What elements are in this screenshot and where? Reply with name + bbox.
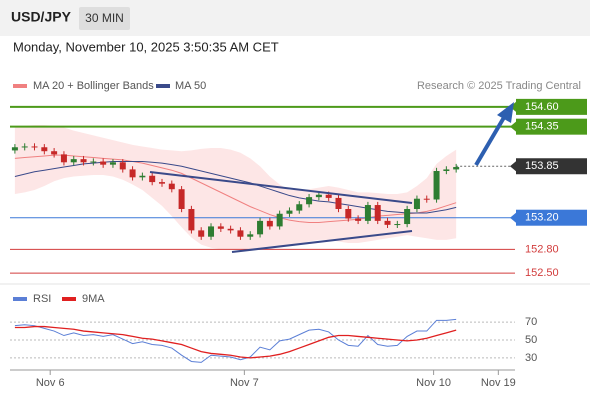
candle-body (21, 146, 28, 148)
candle-body (198, 230, 205, 237)
candle-body (266, 220, 273, 227)
candle-body (423, 198, 430, 200)
datetime: Monday, November 10, 2025 3:50:35 AM CET (13, 39, 279, 54)
candle-body (443, 169, 450, 171)
candle-body (119, 162, 126, 170)
candle-body (374, 205, 381, 221)
x-tick-label: Nov 7 (230, 377, 259, 389)
level-label-box (516, 98, 587, 115)
candle-body (70, 159, 77, 163)
candle-body (208, 226, 215, 237)
level-label-box (516, 158, 587, 175)
candle-body (345, 209, 352, 219)
level-label: 153.85 (525, 160, 559, 172)
legend-swatch (13, 84, 27, 88)
arrow-shaft (474, 112, 508, 167)
level-label: 152.50 (525, 267, 559, 279)
rsi-line (14, 318, 457, 363)
plot: 154.60 154.35 153.85 153.20 152.80 152.50 Nov … (10, 98, 587, 389)
level-label-pointer (510, 161, 516, 172)
timeframe: 30 MIN (85, 11, 124, 25)
candle-body (394, 224, 401, 226)
symbol: USD/JPY (11, 9, 72, 25)
level-label-pointer (510, 212, 516, 223)
candle-body (453, 167, 460, 170)
candle-body (51, 151, 58, 155)
bollinger-band (14, 125, 457, 250)
candle-body (355, 218, 362, 221)
candle-body (188, 209, 195, 231)
level-label: 152.80 (525, 243, 559, 255)
legend-label: 9MA (82, 293, 105, 305)
timeframe-box (79, 7, 130, 30)
arrow-head (497, 102, 514, 123)
y-tick-label: 30 (525, 352, 537, 364)
candle-body (100, 161, 107, 165)
candle-body (433, 171, 440, 200)
trend-line (231, 230, 413, 253)
level-label: 154.60 (525, 101, 559, 113)
candle-body (129, 169, 136, 178)
level-label-box (516, 209, 587, 226)
candle-body (286, 210, 293, 214)
level-label: 154.35 (525, 121, 559, 133)
x-tick-label: Nov 19 (481, 377, 516, 389)
candle-body (139, 175, 146, 178)
candle-body (335, 197, 342, 209)
candle-body (217, 226, 224, 229)
ma20-line (14, 154, 457, 223)
legend-label: MA 20 + Bollinger Bands (33, 80, 154, 92)
ma50-line (14, 161, 457, 214)
candle-body (364, 205, 371, 221)
candle-body (325, 194, 332, 198)
candle-body (257, 220, 264, 235)
candle-body (80, 159, 87, 163)
x-tick-label: Nov 10 (416, 377, 451, 389)
candle-body (306, 197, 313, 205)
candle-body (178, 189, 185, 209)
candle-body (404, 209, 411, 225)
y-tick-label: 50 (525, 334, 537, 346)
candle-body (149, 175, 156, 183)
credit: Research © 2025 Trading Central (417, 80, 581, 92)
legend-label: RSI (33, 293, 51, 305)
legend-swatch (13, 297, 27, 301)
candle-body (237, 230, 244, 237)
x-tick-label: Nov 6 (36, 377, 65, 389)
candle-body (11, 147, 18, 151)
candle-body (31, 146, 38, 148)
rsi-line (14, 325, 457, 359)
candle-body (41, 147, 48, 152)
level-label-box (516, 118, 587, 135)
trend-line (149, 171, 413, 204)
candle-body (227, 228, 234, 231)
candle-body (276, 213, 283, 227)
candle-body (60, 154, 67, 163)
candle-body (413, 198, 420, 209)
candle-body (296, 204, 303, 211)
y-tick-label: 70 (525, 316, 537, 328)
candle-body (384, 220, 391, 225)
candle-body (109, 162, 116, 165)
candle-body (168, 183, 175, 190)
candle-body (315, 194, 322, 198)
candle-body (90, 161, 97, 163)
legend-swatch (62, 297, 76, 301)
level-label-pointer (510, 121, 516, 132)
legend-swatch (156, 84, 170, 88)
candle-body (158, 182, 165, 184)
level-label: 153.20 (525, 212, 559, 224)
legend-label: MA 50 (175, 80, 206, 92)
candle-body (247, 234, 254, 237)
